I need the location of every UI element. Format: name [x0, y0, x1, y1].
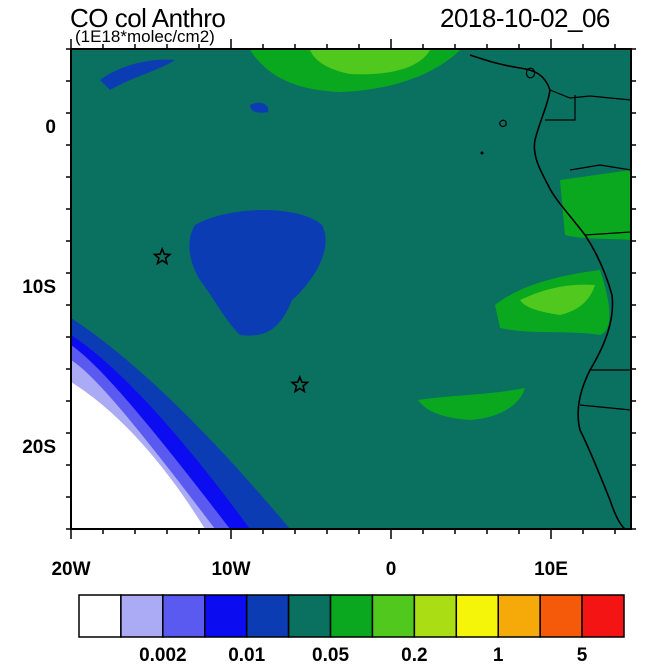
- x-tick-label: 0: [385, 559, 397, 580]
- colorbar-swatch: [497, 594, 541, 638]
- colorbar-label: 0.01: [228, 645, 266, 666]
- low-band-white: [71, 382, 205, 529]
- low-patch-n: [250, 102, 269, 113]
- island-bioko: [525, 67, 536, 79]
- colorbar-swatch: [371, 594, 416, 638]
- axis-ticks: [66, 39, 636, 539]
- island-sao-tome: [499, 119, 507, 128]
- colorbar: [78, 594, 625, 638]
- y-tick-label: 10S: [22, 277, 56, 298]
- island-annobon: [480, 151, 484, 155]
- station-star-marker: [290, 374, 310, 394]
- lightgreen-patch-north: [310, 50, 430, 75]
- station-markers: [152, 246, 310, 394]
- colorbar-swatch: [413, 594, 458, 638]
- x-tick-label: 20W: [51, 559, 91, 580]
- colorbar-swatch: [162, 594, 206, 638]
- y-tick-label: 0: [45, 117, 56, 138]
- colorbar-swatch: [329, 594, 374, 638]
- colorbar-swatch: [581, 594, 625, 638]
- colorbar-swatch: [245, 594, 290, 638]
- colorbar-swatch: [78, 594, 122, 638]
- low-blob: [189, 210, 326, 336]
- green-patch-south: [418, 388, 525, 420]
- colorbar-label: 0.002: [139, 645, 187, 666]
- colorbar-label: 1: [492, 645, 504, 666]
- border-gabon: [545, 95, 576, 121]
- low-patch-nw: [100, 59, 175, 90]
- border-congo: [569, 164, 631, 171]
- colorbar-label: 0.2: [401, 645, 428, 666]
- colorbar-swatch: [455, 594, 499, 638]
- colorbar-swatch: [287, 594, 332, 638]
- map-frame: [70, 48, 632, 530]
- x-tick-label: 10W: [211, 559, 251, 580]
- colorbar-swatch: [120, 594, 164, 638]
- map-title: CO col Anthro: [70, 3, 226, 33]
- map-field: [71, 49, 631, 529]
- station-star-marker: [152, 246, 172, 266]
- colorbar-label: 0.05: [312, 645, 350, 666]
- border-angola-n: [584, 231, 631, 236]
- x-tick-label: 10E: [534, 559, 568, 580]
- border-north: [549, 89, 631, 101]
- lightgreen-patch-east: [520, 284, 595, 315]
- datetime-label: 2018-10-02_06: [440, 3, 610, 33]
- colorbar-label: 5: [576, 645, 588, 666]
- colorbar-swatch: [539, 594, 583, 638]
- y-tick-label: 20S: [22, 437, 56, 458]
- border-namibia: [579, 404, 631, 411]
- coastline: [469, 54, 626, 529]
- colorbar-swatch: [204, 594, 248, 638]
- green-patch-congo: [560, 170, 631, 240]
- units-label: (1E18*molec/cm2): [75, 27, 215, 46]
